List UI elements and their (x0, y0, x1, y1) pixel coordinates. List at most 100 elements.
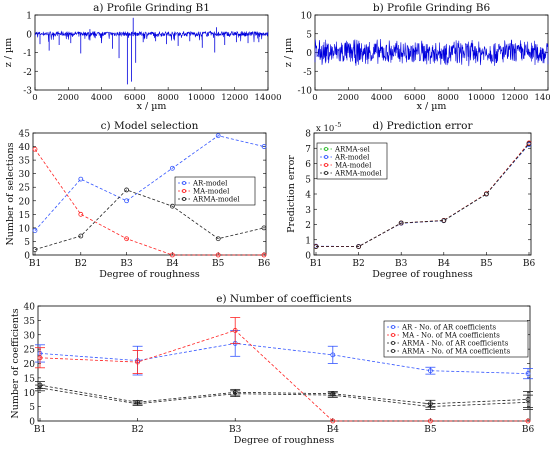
data-point: * (135, 401, 140, 411)
data-point (330, 352, 336, 358)
legend-marker (324, 171, 328, 175)
x-tick-label: 8000 (157, 93, 179, 103)
y-tick-label: 35 (24, 317, 36, 327)
y-tick-label: 15 (19, 211, 31, 221)
data-point (124, 198, 129, 204)
y-tick-label: 4 (305, 191, 311, 201)
chart-title-c: c) Model selection (101, 120, 199, 132)
x-tick-label: B4 (438, 259, 451, 269)
y-tick-label: -10 (298, 87, 313, 97)
legend-marker (324, 155, 328, 159)
x-tick-label: 6000 (124, 93, 146, 103)
x-tick-label: B2 (131, 425, 143, 435)
legend-marker (182, 189, 186, 193)
y-tick-label: 1 (26, 12, 32, 22)
data-point (525, 418, 531, 424)
legend-label: ARMA-model (334, 170, 382, 178)
y-tick-label: 0 (305, 252, 311, 262)
x-tick-label: 0 (32, 93, 37, 103)
y-tick-label: 45 (19, 130, 31, 140)
legend-marker (324, 147, 328, 151)
y-tick-label: -3 (23, 87, 32, 97)
x-axis-label-b: x / µm (417, 101, 447, 112)
x-tick-label: 0 (312, 93, 317, 103)
data-point (215, 236, 221, 242)
x-tick-label: 10000 (468, 93, 495, 103)
panel-a: a) Profile Grinding B1 -3 -2 -1 0 1 0 2000 4000 6… (3, 2, 282, 112)
data-point (215, 252, 221, 258)
x-axis-label-d: Degree of roughness (372, 269, 473, 280)
data-point: * (331, 392, 336, 402)
legend-box (383, 320, 529, 358)
chart-title-e: e) Number of coefficients (216, 293, 351, 305)
y-axis-label-e: Number of coefficients (10, 308, 21, 418)
data-point (356, 244, 362, 250)
panel-c: c) Model selection 0 5 10 15 20 25 30 35 40 45 B1 B2… (5, 120, 270, 280)
legend-label: ARMA - No. of MA coefficients (401, 348, 511, 356)
scale-exponent: -5 (335, 121, 341, 129)
y-tick-label: 0 (29, 418, 35, 428)
data-point (525, 371, 531, 376)
x-tick-label: B4 (166, 259, 179, 269)
legend-marker (324, 163, 328, 167)
y-tick-label: 30 (24, 331, 36, 341)
y-tick-label: 0 (306, 49, 312, 59)
y-tick-label: 0 (26, 30, 32, 40)
y-tick-label: 0 (24, 252, 30, 262)
profile-trace-b (314, 38, 549, 67)
x-tick-label: B2 (75, 259, 87, 269)
scale-label: x 10 (316, 124, 334, 134)
y-axis-label-d: Prediction error (286, 155, 297, 233)
y-tick-label: 15 (24, 374, 36, 384)
plot-area-a (34, 14, 269, 91)
legend-label: AR-model (192, 180, 228, 188)
data-point (169, 252, 175, 258)
y-tick-label: 5 (24, 238, 30, 248)
x-tick-label: 14000 (534, 93, 550, 103)
data-point (78, 211, 84, 217)
y-tick-label: 25 (19, 184, 31, 194)
data-point (313, 244, 319, 250)
data-point (135, 359, 141, 365)
x-tick-label: 12000 (501, 93, 528, 103)
x-tick-label: B6 (258, 259, 271, 269)
x-tick-label: B1 (310, 259, 322, 269)
chart-title-b: b) Profile Grinding B6 (373, 2, 491, 14)
y-tick-label: 5 (305, 175, 311, 185)
x-tick-label: 2000 (337, 93, 359, 103)
y-axis-label-a: z / µm (3, 38, 14, 67)
data-point (215, 133, 221, 139)
y-tick-label: 7 (305, 145, 311, 155)
data-point (124, 187, 129, 193)
x-axis-label-c: Degree of roughness (99, 269, 200, 280)
legend-label: ARMA - No. of AR coefficients (401, 340, 509, 348)
x-tick-label: 12000 (221, 93, 248, 103)
y-tick-label: 10 (24, 389, 36, 399)
data-point (124, 236, 129, 242)
data-point: * (38, 385, 43, 395)
legend-marker (391, 333, 395, 337)
data-point (483, 191, 489, 197)
data-point (37, 355, 43, 361)
series-line (316, 143, 530, 247)
legend-marker (391, 341, 395, 345)
x-tick-label: B6 (523, 259, 536, 269)
y-tick-label: 40 (24, 303, 36, 313)
legend-marker (391, 349, 395, 353)
data-point (232, 328, 238, 333)
y-tick-label: 30 (19, 170, 31, 180)
x-tick-label: 4000 (371, 93, 393, 103)
data-point: * (428, 404, 433, 414)
legend-label: MA-model (335, 162, 372, 170)
data-point (78, 176, 84, 182)
data-point (32, 146, 38, 152)
x-tick-label: 4000 (91, 93, 113, 103)
data-point (441, 218, 447, 223)
y-tick-label: -5 (303, 68, 312, 78)
y-tick-label: 1 (305, 236, 311, 246)
y-axis-label-c: Number of selections (5, 142, 16, 245)
